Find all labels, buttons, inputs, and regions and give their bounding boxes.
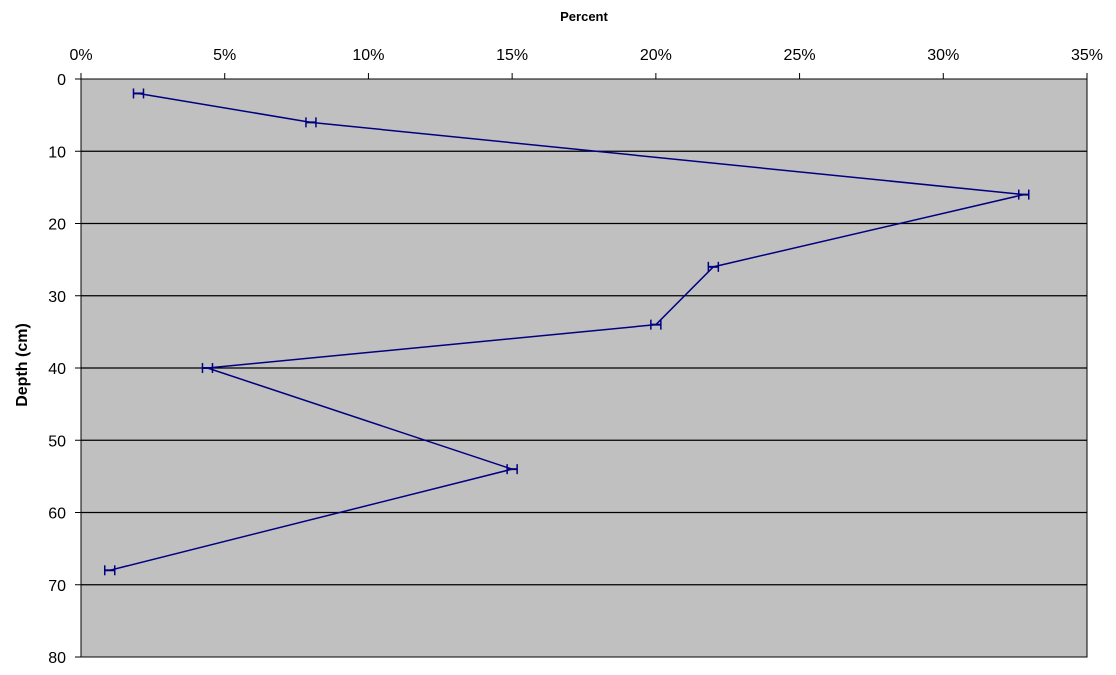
- y-tick-label: 50: [48, 433, 66, 450]
- x-tick-label: 15%: [496, 47, 528, 64]
- series-line: [109, 92, 1024, 572]
- x-tick-label: 20%: [640, 47, 672, 64]
- y-tick-label: 40: [48, 361, 66, 378]
- x-axis: 0% 5% 10% 15% 20% 25% 30% 35%: [69, 47, 1103, 80]
- y-tick-label: 80: [48, 650, 66, 667]
- x-tick-label: 10%: [352, 47, 384, 64]
- y-tick-label: 20: [48, 217, 66, 234]
- x-tick-label: 30%: [927, 47, 959, 64]
- x-tick-label: 0%: [69, 47, 92, 64]
- y-tick-label: 0: [57, 72, 66, 89]
- x-axis-title: Percent: [560, 9, 608, 24]
- y-axis: 0 10 20 30 40 50 60 70 80: [48, 72, 82, 667]
- y-tick-label: 60: [48, 506, 66, 523]
- y-tick-label: 10: [48, 144, 66, 161]
- gridlines: [81, 150, 1087, 586]
- y-tick-label: 30: [48, 289, 66, 306]
- y-axis-title: Depth (cm): [14, 323, 31, 407]
- y-tick-label: 70: [48, 578, 66, 595]
- x-tick-label: 35%: [1071, 47, 1103, 64]
- x-tick-label: 5%: [213, 47, 236, 64]
- x-tick-label: 25%: [784, 47, 816, 64]
- data-series: [103, 88, 1030, 576]
